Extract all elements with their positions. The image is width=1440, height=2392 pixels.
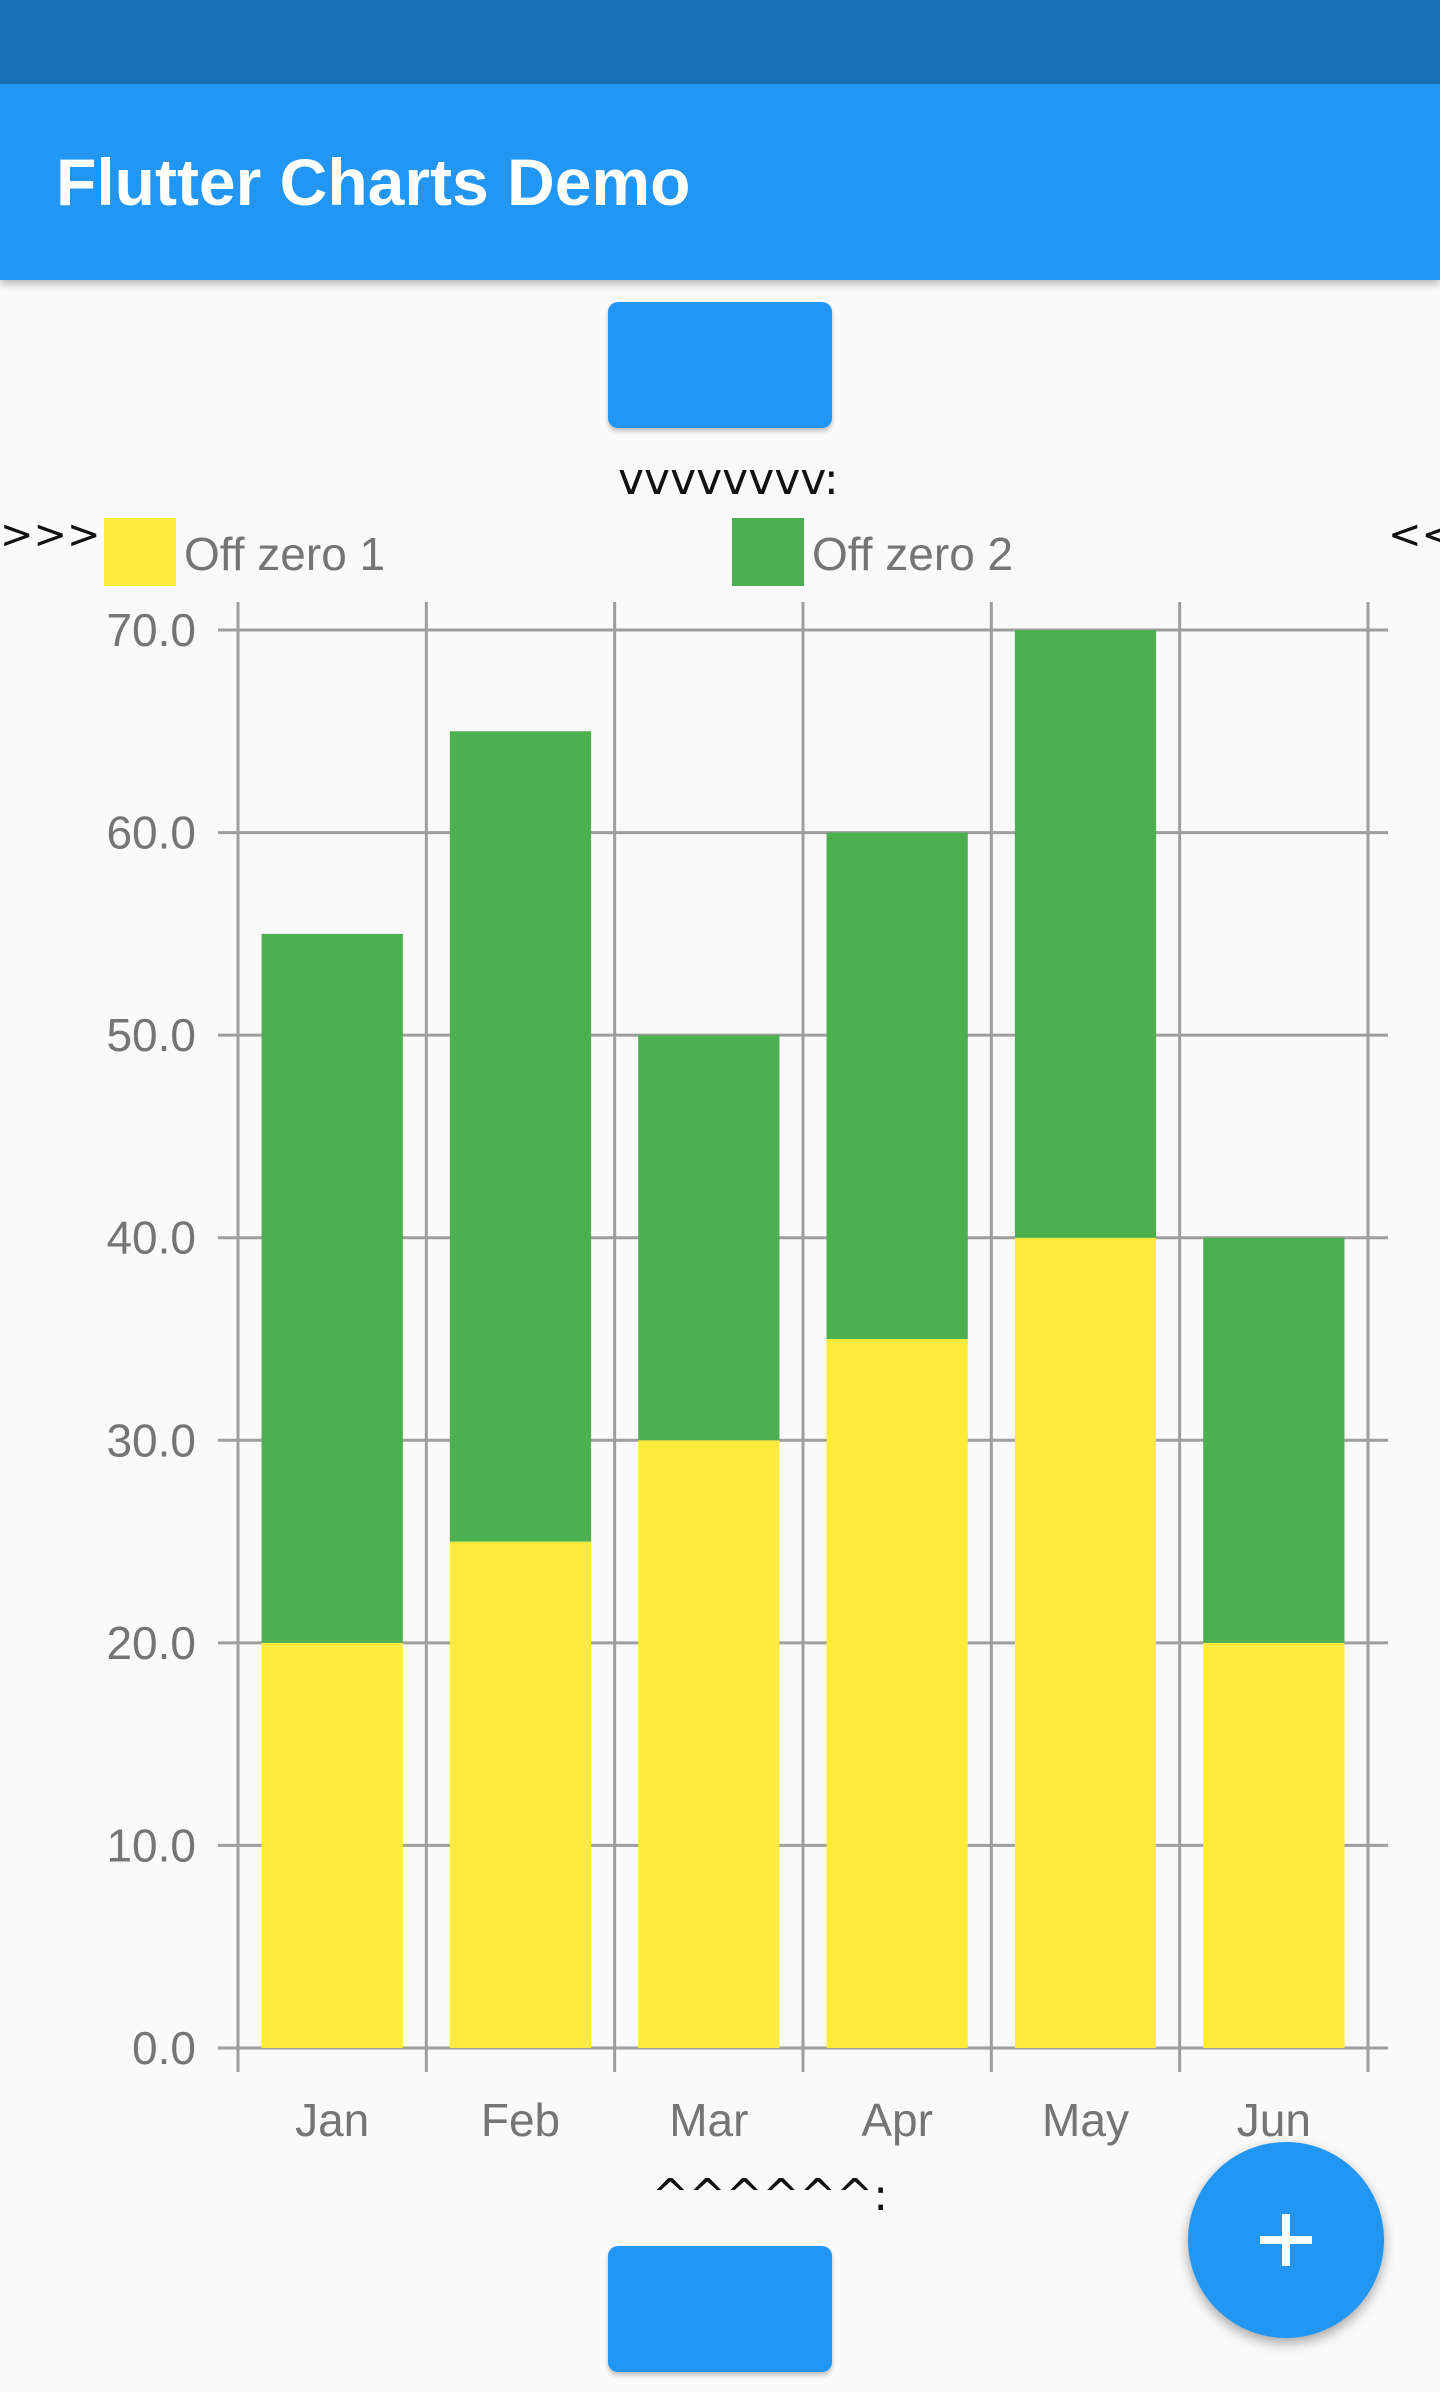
add-fab-button[interactable] (1188, 2142, 1384, 2338)
bar-segment (1203, 1642, 1345, 2048)
bar-chart: >>> << Off zero 1 Off zero 2 0.0 10.0 20.0 30.0… (0, 512, 1440, 2146)
bar-segment (1014, 630, 1157, 1238)
x-tick-label: Jun (1237, 2094, 1311, 2146)
y-tick-label: 60.0 (106, 807, 196, 859)
x-tick-label: May (1042, 2094, 1129, 2146)
legend-swatch (732, 518, 804, 586)
x-tick-label: Mar (669, 2094, 748, 2146)
bar-segment (826, 1339, 968, 2048)
y-tick-label: 50.0 (106, 1009, 196, 1061)
y-tick-label: 30.0 (106, 1414, 196, 1466)
bar-segment (261, 1642, 403, 2048)
app-title: Flutter Charts Demo (56, 145, 691, 219)
bottom-marker-text: ^^^^^^: (652, 2170, 889, 2221)
y-tick-label: 10.0 (106, 1819, 196, 1871)
legend-swatch (104, 518, 176, 586)
y-tick-label: 20.0 (106, 1617, 196, 1669)
bar-segment (1203, 1237, 1345, 1643)
status-bar (0, 0, 1440, 84)
bar-segment (1014, 1237, 1157, 2048)
y-tick-label: 40.0 (106, 1212, 196, 1264)
right-marker-text: << (1388, 512, 1440, 558)
plus-icon (1260, 2214, 1312, 2266)
bar-segment (826, 832, 968, 1339)
app-bar: Flutter Charts Demo (0, 84, 1440, 280)
bar-segment (638, 1035, 780, 1441)
bar-segment (638, 1440, 780, 2048)
left-marker-text: >>> (0, 512, 101, 558)
y-tick-label: 70.0 (106, 604, 196, 656)
x-tick-label: Apr (861, 2094, 933, 2146)
bottom-button[interactable] (608, 2246, 832, 2372)
x-tick-label: Feb (481, 2094, 560, 2146)
legend-label: Off zero 2 (812, 528, 1013, 580)
y-tick-label: 0.0 (132, 2022, 196, 2074)
top-marker-text: vvvvvvvv: (618, 454, 839, 505)
bar-segment (449, 1541, 592, 2048)
bar-segment (449, 731, 592, 1542)
bar-segment (261, 933, 403, 1643)
legend-label: Off zero 1 (184, 528, 385, 580)
x-tick-label: Jan (295, 2094, 369, 2146)
top-button[interactable] (608, 302, 832, 428)
